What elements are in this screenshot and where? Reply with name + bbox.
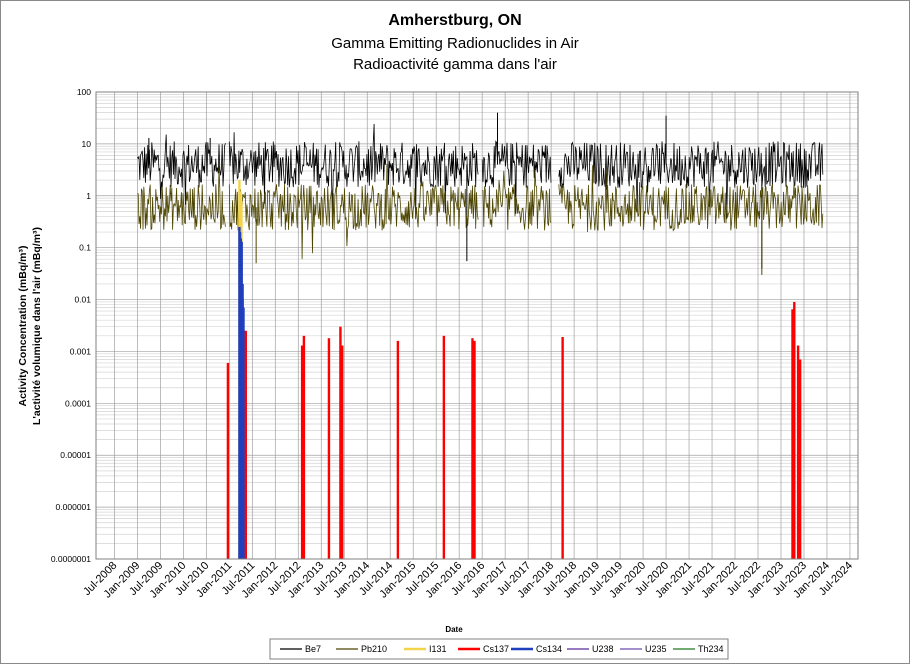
series-layer [137, 112, 824, 560]
series-line-pb210 [228, 163, 479, 260]
chart-title: Amherstburg, ON [388, 12, 522, 29]
y-tick-label: 1 [86, 191, 91, 201]
series-line-pb210 [558, 165, 824, 233]
series-line-pb210 [137, 165, 226, 231]
bar-cs137 [442, 335, 446, 559]
bar-cs137 [339, 326, 342, 559]
y-tick-label: 0.001 [70, 346, 92, 356]
y-tick-label: 100 [77, 87, 91, 97]
y-tick-label: 0.000001 [56, 502, 92, 512]
legend-label-th234: Th234 [698, 644, 724, 654]
legend-label-i131: I131 [429, 644, 447, 654]
bar-cs137 [341, 345, 344, 559]
bar-cs137 [327, 338, 331, 559]
bar-cs137 [793, 301, 796, 559]
series-line-be7 [228, 123, 479, 219]
y-tick-label: 10 [82, 139, 92, 149]
legend-label-cs134: Cs134 [536, 644, 562, 654]
chart-subtitle-french: Radioactivité gamma dans l'air [353, 56, 557, 73]
series-line-be7 [481, 140, 552, 214]
legend-label-be7: Be7 [305, 644, 321, 654]
bar-cs137 [302, 335, 306, 559]
bar-cs137 [244, 330, 247, 559]
bar-cs137 [396, 340, 400, 559]
x-axis-label: Date [445, 625, 463, 634]
legend-label-pb210: Pb210 [361, 644, 387, 654]
y-tick-label: 0.0001 [65, 398, 91, 408]
bar-cs137 [473, 340, 476, 559]
y-tick-label: 0.01 [74, 295, 91, 305]
y-axis-tick-labels: 100 10 1 0.1 0.01 0.001 0.0001 0.00001 0.000001 0… [51, 87, 91, 564]
y-tick-label: 0.1 [79, 243, 91, 253]
bar-cs137 [791, 309, 794, 559]
y-tick-label: 0.0000001 [51, 554, 91, 564]
bar-cs137 [561, 336, 564, 559]
y-tick-label: 0.00001 [60, 450, 91, 460]
bar-cs137 [226, 362, 230, 559]
series-line-pb210 [482, 168, 552, 231]
legend-box [269, 638, 729, 660]
x-axis-tick-labels: Jul-2008Jan-2009Jul-2009Jan-2010Jul-2010… [81, 560, 855, 601]
chart-subtitle-english: Gamma Emitting Radionuclides in Air [331, 35, 579, 52]
bar-cs137 [471, 338, 474, 559]
y-axis-label-english: Activity Concentration (mBq/m³) [17, 245, 29, 406]
bar-cs134 [242, 307, 245, 559]
series-line-be7 [558, 141, 824, 219]
plot-area-border [95, 91, 859, 560]
y-axis-label-french: L'activité volumique dans l'air (mBq/m³) [31, 227, 43, 425]
bar-cs137 [798, 359, 802, 559]
legend-label-u238: U238 [592, 644, 614, 654]
bar-cs137 [796, 345, 800, 559]
legend: Be7 Pb210 I131 Cs137 Cs134 U238 U235 Th234 [269, 638, 729, 660]
legend-label-cs137: Cs137 [483, 644, 509, 654]
series-line-be7 [137, 134, 226, 205]
legend-label-u235: U235 [645, 644, 667, 654]
bar-cs137 [300, 345, 304, 559]
